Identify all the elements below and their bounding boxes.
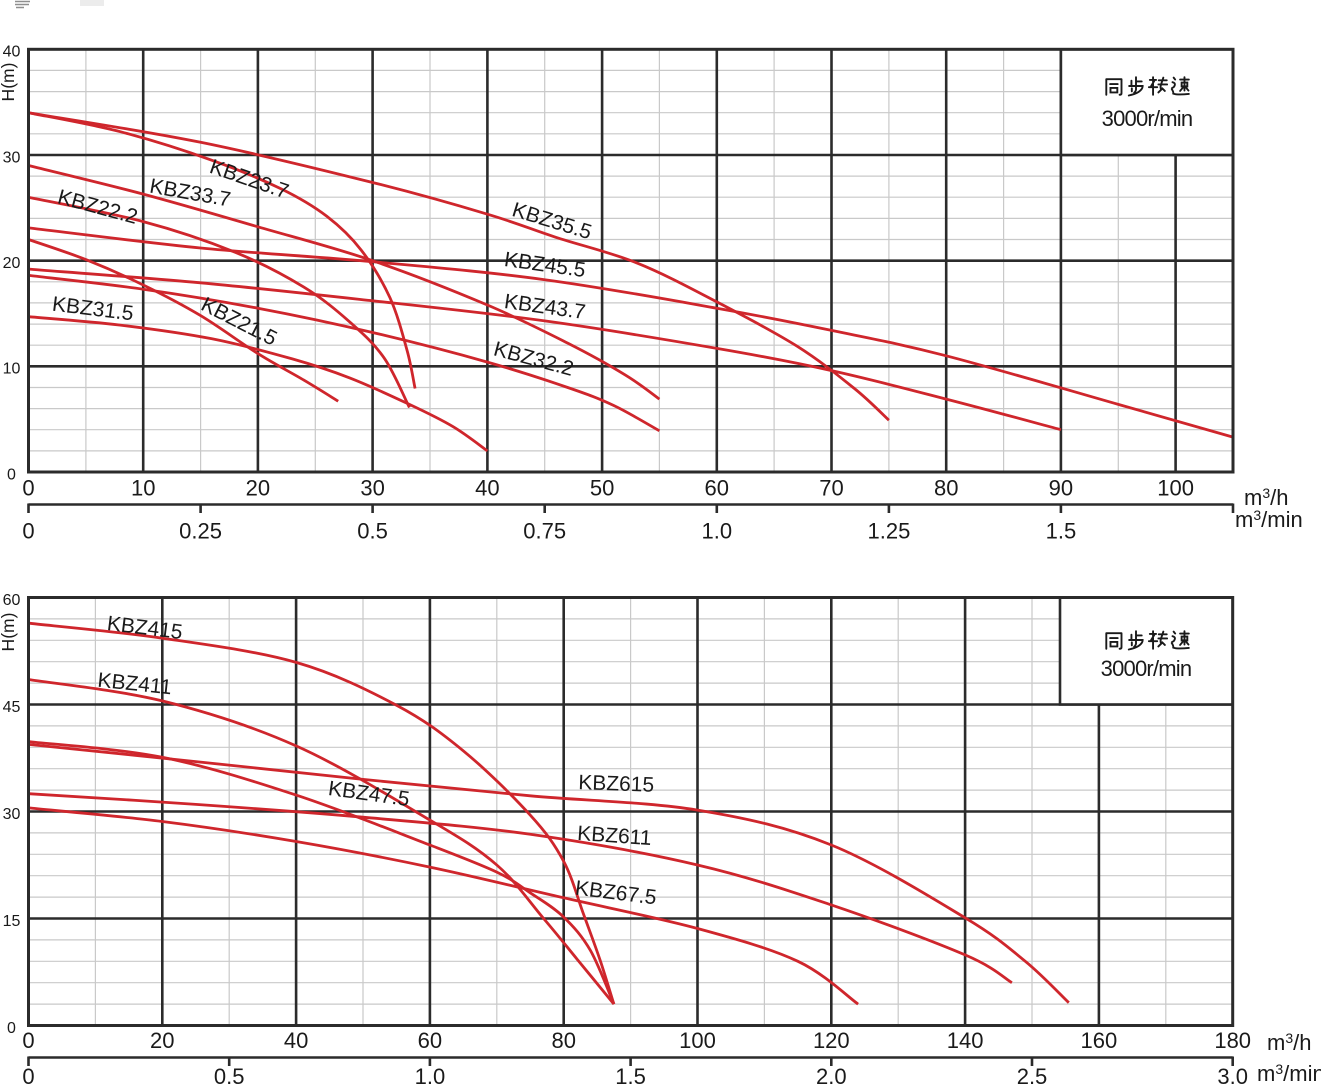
svg-text:1.0: 1.0 bbox=[702, 519, 733, 544]
svg-text:15: 15 bbox=[3, 913, 21, 930]
svg-text:80: 80 bbox=[934, 476, 958, 501]
svg-text:0.5: 0.5 bbox=[357, 519, 388, 544]
svg-text:10: 10 bbox=[131, 476, 155, 501]
svg-text:KBZ611: KBZ611 bbox=[577, 822, 653, 850]
svg-text:1.5: 1.5 bbox=[1046, 519, 1077, 544]
svg-text:60: 60 bbox=[705, 476, 729, 501]
svg-text:70: 70 bbox=[819, 476, 843, 501]
svg-text:30: 30 bbox=[3, 806, 21, 823]
svg-text:20: 20 bbox=[246, 476, 270, 501]
svg-text:40: 40 bbox=[475, 476, 499, 501]
svg-text:3000r/min: 3000r/min bbox=[1101, 656, 1192, 681]
svg-text:0.25: 0.25 bbox=[179, 519, 222, 544]
svg-text:m3/h: m3/h bbox=[1244, 485, 1288, 510]
svg-text:0: 0 bbox=[22, 476, 34, 501]
svg-text:0: 0 bbox=[22, 519, 34, 544]
svg-text:0: 0 bbox=[7, 1020, 16, 1037]
svg-text:90: 90 bbox=[1049, 476, 1073, 501]
svg-text:KBZ615: KBZ615 bbox=[578, 771, 655, 797]
svg-text:100: 100 bbox=[1157, 476, 1194, 501]
svg-text:140: 140 bbox=[947, 1028, 984, 1053]
svg-text:30: 30 bbox=[3, 149, 21, 166]
svg-text:3.0: 3.0 bbox=[1217, 1064, 1248, 1086]
svg-text:m3/min: m3/min bbox=[1257, 1061, 1321, 1086]
svg-text:20: 20 bbox=[3, 255, 21, 272]
svg-text:0: 0 bbox=[7, 466, 16, 483]
svg-text:80: 80 bbox=[551, 1028, 575, 1053]
svg-text:100: 100 bbox=[679, 1028, 716, 1053]
svg-text:40: 40 bbox=[284, 1028, 308, 1053]
svg-text:1.25: 1.25 bbox=[867, 519, 910, 544]
svg-text:2.5: 2.5 bbox=[1017, 1064, 1048, 1086]
svg-text:0.75: 0.75 bbox=[523, 519, 566, 544]
svg-text:H(m): H(m) bbox=[0, 613, 18, 652]
svg-text:120: 120 bbox=[813, 1028, 850, 1053]
svg-text:1.0: 1.0 bbox=[415, 1064, 446, 1086]
svg-text:30: 30 bbox=[360, 476, 384, 501]
svg-text:H(m): H(m) bbox=[0, 63, 18, 102]
svg-text:1.5: 1.5 bbox=[615, 1064, 646, 1086]
svg-text:0: 0 bbox=[22, 1028, 34, 1053]
svg-text:2.0: 2.0 bbox=[816, 1064, 847, 1086]
svg-text:3000r/min: 3000r/min bbox=[1102, 106, 1193, 131]
svg-text:45: 45 bbox=[3, 699, 21, 716]
svg-text:m3/min: m3/min bbox=[1235, 507, 1303, 532]
svg-text:0.5: 0.5 bbox=[214, 1064, 245, 1086]
svg-text:10: 10 bbox=[3, 361, 21, 378]
svg-text:50: 50 bbox=[590, 476, 614, 501]
svg-text:60: 60 bbox=[418, 1028, 442, 1053]
svg-text:160: 160 bbox=[1081, 1028, 1118, 1053]
svg-text:180: 180 bbox=[1214, 1028, 1251, 1053]
svg-text:60: 60 bbox=[3, 592, 21, 609]
svg-text:0: 0 bbox=[22, 1064, 34, 1086]
svg-text:40: 40 bbox=[3, 44, 21, 61]
svg-text:20: 20 bbox=[150, 1028, 174, 1053]
